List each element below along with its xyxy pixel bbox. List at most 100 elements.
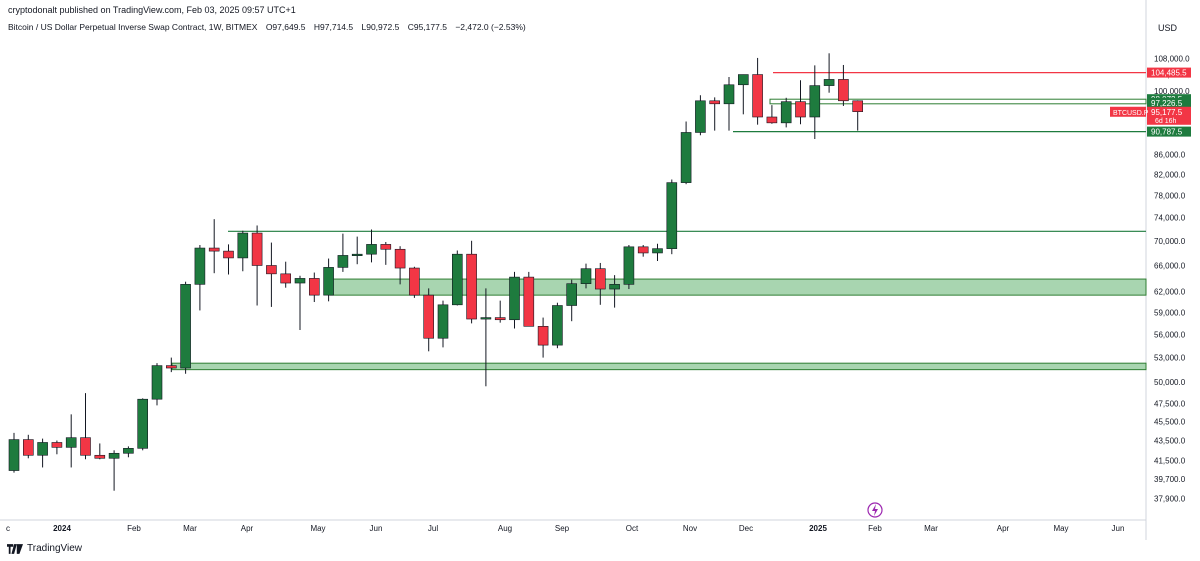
candle-down: [637, 246, 649, 254]
candle-down: [709, 100, 721, 105]
y-tick-label: 78,000.0: [1154, 191, 1186, 200]
x-tick-label: May: [310, 524, 325, 533]
candle-up: [723, 84, 735, 105]
candle-down: [308, 278, 320, 296]
candle-up: [666, 182, 678, 249]
x-tick-label: c: [6, 524, 10, 533]
candle-up: [351, 253, 363, 256]
price-label: 90,787.5: [1151, 128, 1183, 137]
candle-down: [22, 439, 34, 456]
candle-up: [194, 247, 206, 285]
candle-up: [337, 255, 349, 268]
price-label-bg: [1147, 97, 1191, 108]
candle-down: [223, 250, 234, 259]
y-tick-label: 74,000.0: [1154, 213, 1186, 222]
candle-down: [380, 244, 392, 250]
candle-up: [294, 278, 306, 284]
x-tick-label: Nov: [683, 524, 697, 533]
candle-down: [523, 276, 535, 327]
candle-down: [280, 273, 292, 284]
candle-up: [137, 398, 148, 449]
x-tick-label: Feb: [868, 524, 882, 533]
candle-down: [852, 100, 864, 112]
y-tick-label: 56,000.0: [1154, 330, 1186, 339]
price-label-bg: [1147, 106, 1191, 125]
candle-down: [594, 268, 606, 290]
x-tick-label: Jun: [370, 524, 383, 533]
candle-up: [108, 452, 120, 459]
candle-up: [237, 232, 249, 259]
candle-up: [323, 267, 334, 296]
x-tick-label: 2024: [53, 524, 71, 533]
candle-up: [480, 317, 492, 320]
x-tick-label: 2025: [809, 524, 827, 533]
symbol-name: Bitcoin / US Dollar Perpetual Inverse Sw…: [8, 22, 258, 32]
candle-up: [437, 304, 449, 339]
ohlc-close: C95,177.5: [407, 22, 447, 32]
y-tick-label: 45,500.0: [1154, 418, 1186, 427]
candle-down: [266, 265, 277, 275]
candle-down: [766, 116, 778, 124]
x-tick-label: Mar: [183, 524, 197, 533]
y-tick-label: 59,000.0: [1154, 309, 1186, 318]
candle-up: [737, 74, 749, 86]
published-line: cryptodonalt published on TradingView.co…: [8, 5, 296, 15]
candle-up: [65, 437, 77, 448]
candle-down: [752, 74, 763, 118]
candle-down: [80, 437, 91, 456]
candle-up: [37, 442, 48, 456]
symbol-tag: BTCUSD.P: [1113, 110, 1149, 117]
footer: TradingView: [7, 543, 82, 554]
x-tick-label: Apr: [997, 524, 1010, 533]
upper-zone: [769, 98, 1147, 105]
y-tick-label: 47,500.0: [1154, 400, 1186, 409]
candle-up: [151, 365, 163, 400]
price-label: 104,485.5: [1151, 69, 1187, 78]
candle-up: [180, 284, 191, 369]
ohlc-low: L90,972.5: [361, 22, 400, 32]
x-tick-label: Dec: [739, 524, 753, 533]
currency-label: USD: [1158, 23, 1178, 33]
candle-down: [838, 79, 849, 102]
candle-up: [8, 439, 20, 471]
x-tick-label: Apr: [241, 524, 254, 533]
low-zone: [171, 362, 1147, 371]
candle-up: [366, 244, 377, 255]
candle-down: [795, 101, 806, 118]
candle-down: [94, 454, 106, 459]
candle-down: [166, 365, 177, 369]
x-tick-label: Aug: [498, 524, 512, 533]
y-tick-label: 108,000.0: [1154, 55, 1190, 64]
x-tick-label: Oct: [626, 524, 639, 533]
candle-up: [609, 284, 620, 290]
candle-up: [680, 132, 692, 183]
candle-up: [652, 248, 663, 254]
ohlc-high: H97,714.5: [313, 22, 354, 32]
y-tick-label: 70,000.0: [1154, 237, 1186, 246]
candle-up: [823, 79, 835, 86]
candle-down: [409, 267, 420, 296]
candle-up: [580, 268, 592, 284]
y-tick-label: 50,000.0: [1154, 378, 1186, 387]
price-label-countdown: 6d 16h: [1155, 118, 1177, 125]
candle-up: [509, 276, 520, 321]
candle-down: [466, 253, 477, 320]
x-tick-label: Feb: [127, 524, 141, 533]
ohlc-open: O97,649.5: [265, 22, 306, 32]
tradingview-logo-icon: [7, 543, 23, 554]
candle-up: [566, 283, 578, 306]
footer-brand: TradingView: [27, 543, 83, 554]
flash-icon-bolt: [872, 504, 878, 516]
price-label: 97,226.5: [1151, 99, 1183, 108]
candle-up: [123, 448, 134, 454]
price-label-bg: [1147, 67, 1191, 78]
symbol-tag-bg: [1110, 106, 1146, 117]
candle-down: [251, 232, 263, 266]
x-tick-label: Mar: [924, 524, 938, 533]
y-tick-label: 100,000.0: [1154, 87, 1190, 96]
y-tick-label: 37,900.0: [1154, 494, 1186, 503]
candle-up: [809, 85, 821, 118]
y-tick-label: 66,000.0: [1154, 261, 1186, 270]
candle-down: [423, 294, 435, 339]
